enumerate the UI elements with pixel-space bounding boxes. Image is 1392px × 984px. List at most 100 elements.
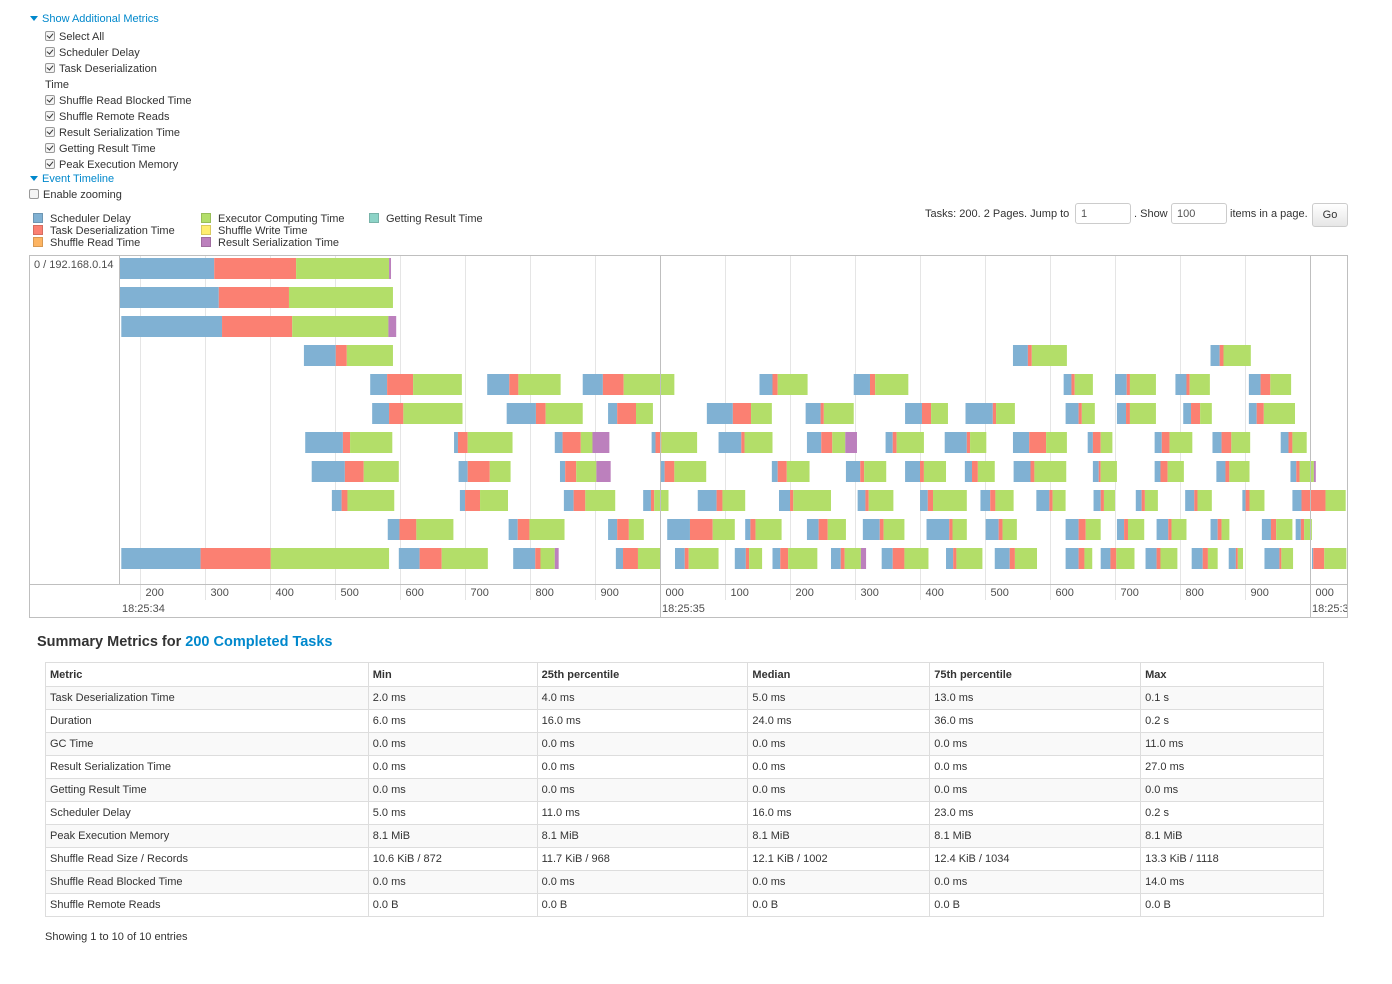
task-segment — [465, 490, 481, 511]
task — [1175, 374, 1210, 395]
checkbox[interactable] — [45, 47, 55, 57]
task-segment — [949, 519, 953, 540]
checkbox[interactable] — [45, 95, 55, 105]
task-segment — [1168, 519, 1172, 540]
table-cell: 16.0 ms — [536, 709, 749, 733]
x-tick-label: 900 — [1251, 587, 1269, 599]
timeline-toggle[interactable]: Event Timeline — [30, 173, 114, 185]
task — [697, 490, 746, 511]
task — [1087, 432, 1113, 453]
page-size-input[interactable]: 100 — [1171, 203, 1227, 224]
table-cell: 11.0 ms — [536, 801, 749, 825]
task — [985, 519, 1017, 540]
metric-option-label[interactable]: Select All — [59, 31, 105, 43]
metric-option-label[interactable]: Peak Execution Memory — [59, 159, 179, 171]
metric-option[interactable]: Select All — [45, 29, 104, 45]
metric-option[interactable]: Task Deserialization Time — [45, 61, 163, 93]
task-segment — [750, 519, 756, 540]
table-cell: 6.0 ms — [367, 709, 538, 733]
task — [1183, 403, 1212, 424]
metric-option-label[interactable]: Scheduler Delay — [59, 47, 140, 59]
task — [718, 432, 773, 453]
task-segment — [559, 461, 566, 482]
checkbox[interactable] — [45, 159, 55, 169]
task-segment — [1052, 490, 1066, 511]
metric-option[interactable]: Scheduler Delay — [45, 45, 140, 61]
task-segment — [1063, 374, 1072, 395]
task-segment — [643, 490, 651, 511]
table-cell: Scheduler Delay — [45, 801, 369, 825]
task-segment — [585, 490, 616, 511]
task-segment — [920, 490, 928, 511]
checkbox[interactable] — [45, 143, 55, 153]
metric-option-label[interactable]: Getting Result Time — [59, 143, 156, 155]
table-cell: Shuffle Read Blocked Time — [45, 870, 369, 894]
go-button[interactable]: Go — [1312, 203, 1348, 227]
task-segment — [457, 432, 468, 453]
task-segment — [467, 432, 513, 453]
task-segment — [416, 519, 454, 540]
task — [608, 403, 653, 424]
metrics-toggle-label[interactable]: Show Additional Metrics — [42, 13, 159, 25]
task-segment — [1034, 461, 1067, 482]
metric-option[interactable]: Result Serialization Time — [45, 125, 180, 141]
table-cell: 0.0 ms — [747, 755, 931, 779]
task-segment — [1210, 345, 1220, 366]
metrics-toggle[interactable]: Show Additional Metrics — [30, 13, 159, 25]
task-segment — [617, 403, 637, 424]
task-segment — [121, 316, 223, 337]
metric-option[interactable]: Shuffle Remote Reads — [45, 109, 169, 125]
task — [1210, 345, 1251, 366]
task — [920, 490, 967, 511]
task-segment — [1311, 548, 1314, 569]
timeline-toggle-label[interactable]: Event Timeline — [42, 173, 115, 185]
table-row: Result Serialization Time 0.0 ms 0.0 ms 0.0… — [45, 755, 1324, 779]
metric-option[interactable]: Shuffle Read Blocked Time — [45, 93, 191, 109]
task-segment — [335, 345, 347, 366]
task-segment — [879, 519, 884, 540]
metric-option-label[interactable]: Task Deserialization Time — [45, 63, 157, 91]
metric-option-label[interactable]: Shuffle Read Blocked Time — [59, 95, 192, 107]
task-segment — [1065, 548, 1079, 569]
task-segment — [923, 461, 947, 482]
metric-option-label[interactable]: Shuffle Remote Reads — [59, 111, 170, 123]
table-row: Getting Result Time 0.0 ms 0.0 ms 0.0 ms 0.0… — [45, 778, 1324, 802]
metric-option-label[interactable]: Result Serialization Time — [59, 127, 181, 139]
task-segment — [1009, 548, 1015, 569]
task-segment — [1260, 374, 1271, 395]
task-segment — [1200, 403, 1212, 424]
table-cell: 8.1 MiB — [929, 824, 1142, 848]
table-row: Shuffle Read Blocked Time 0.0 ms 0.0 ms 0.0… — [45, 870, 1324, 894]
checkbox[interactable] — [45, 127, 55, 137]
legend-label: Getting Result Time — [386, 213, 483, 225]
task-segment — [751, 403, 772, 424]
task-segment — [617, 519, 629, 540]
checkbox[interactable] — [45, 63, 55, 73]
checkbox[interactable] — [45, 111, 55, 121]
checkbox[interactable] — [45, 31, 55, 41]
metric-option[interactable]: Peak Execution Memory — [45, 157, 178, 173]
page-input[interactable]: 1 — [1075, 203, 1131, 224]
task — [1210, 519, 1230, 540]
task-segment — [535, 403, 546, 424]
task-segment — [413, 374, 462, 395]
table-cell: 5.0 ms — [367, 801, 538, 825]
zoom-label[interactable]: Enable zooming — [43, 189, 122, 201]
task-segment — [1185, 490, 1195, 511]
task — [454, 432, 513, 453]
task-segment — [1092, 432, 1101, 453]
table-row: Task Deserialization Time 2.0 ms 4.0 ms 5.0… — [45, 686, 1324, 710]
task — [881, 548, 929, 569]
task — [120, 258, 392, 279]
task-segment — [830, 548, 841, 569]
task — [1065, 519, 1101, 540]
task-segment — [660, 461, 665, 482]
task-segment — [655, 432, 662, 453]
event-timeline: 0 / 192.168.0.14 200 300 400 500 600 700 800 90… — [29, 255, 1348, 618]
task — [608, 519, 644, 540]
task-segment — [372, 403, 390, 424]
zoom-option[interactable]: Enable zooming — [29, 189, 122, 201]
summary-link[interactable]: 200 Completed Tasks — [185, 634, 333, 650]
table-row: Scheduler Delay 5.0 ms 11.0 ms 16.0 ms 23.0 … — [45, 801, 1324, 825]
metric-option[interactable]: Getting Result Time — [45, 141, 156, 157]
